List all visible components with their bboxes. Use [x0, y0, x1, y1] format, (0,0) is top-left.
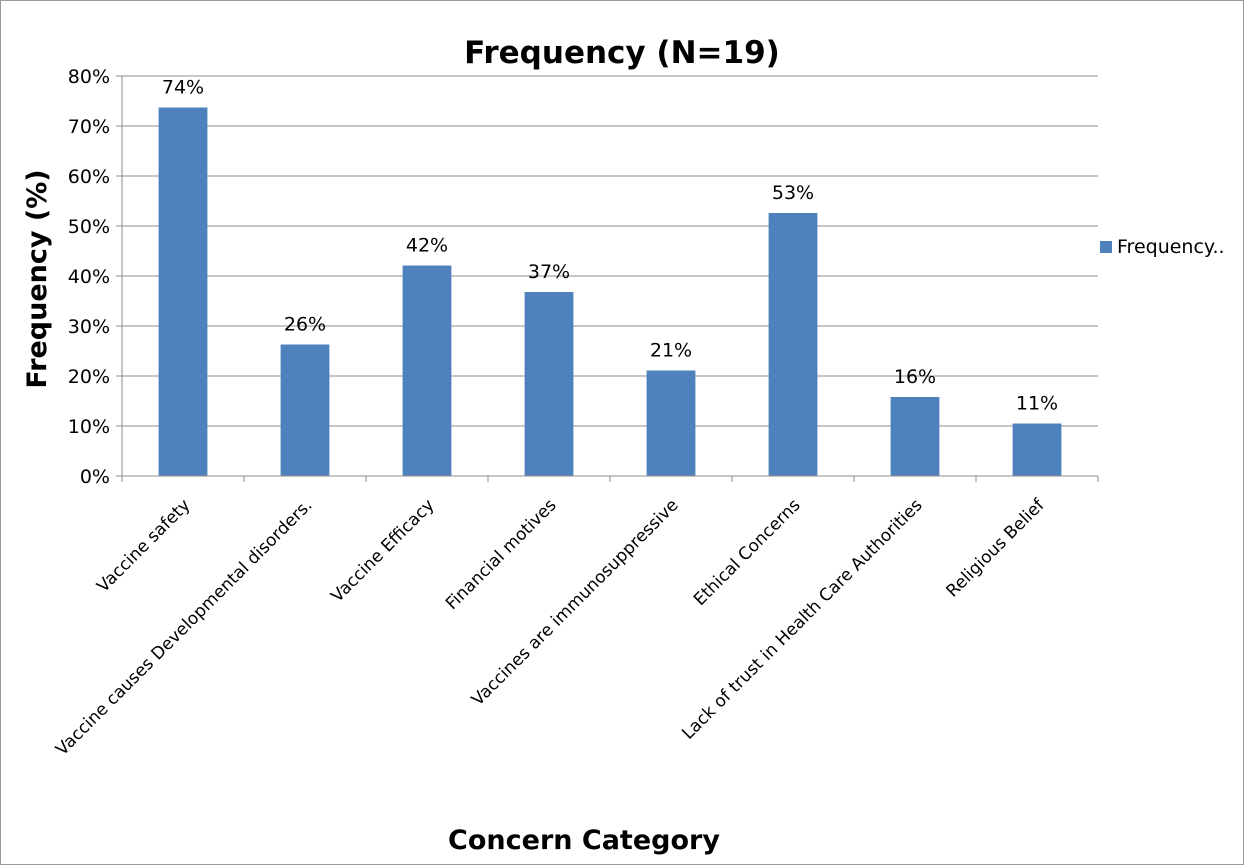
legend-label: Frequency.. — [1117, 236, 1225, 258]
category-label: Vaccine Efficacy — [327, 495, 438, 606]
data-label: 16% — [894, 366, 936, 388]
bar — [280, 344, 330, 476]
category-label: Vaccine safety — [93, 495, 194, 596]
bar — [524, 292, 574, 476]
bar — [646, 370, 696, 476]
legend-swatch — [1100, 241, 1112, 253]
y-tick-label: 40% — [68, 266, 110, 288]
y-axis-title: Frequency (%) — [22, 169, 53, 388]
y-tick-label: 0% — [80, 466, 110, 488]
bar — [158, 107, 208, 476]
category-label: Vaccine causes Developmental disorders. — [52, 495, 316, 759]
category-label: Vaccines are immunosuppressive — [468, 495, 683, 710]
data-labels: 74% 26% 42% 37% 21% 53% 16% 11% — [162, 77, 1058, 415]
data-label: 11% — [1016, 393, 1058, 415]
category-label: Financial motives — [442, 495, 561, 614]
bar — [890, 397, 940, 476]
data-label: 74% — [162, 77, 204, 99]
data-label: 26% — [284, 314, 326, 336]
data-label: 53% — [772, 182, 814, 204]
y-tick-label: 70% — [68, 116, 110, 138]
x-axis-title: Concern Category — [448, 825, 720, 856]
bars — [158, 107, 1062, 476]
category-label: Lack of trust in Health Care Authorities — [678, 495, 926, 743]
bar — [1012, 423, 1062, 476]
y-axis-ticks: 0% 10% 20% 30% 40% 50% 60% 70% 80% — [68, 66, 1099, 488]
data-label: 21% — [650, 340, 692, 362]
bar — [768, 213, 818, 476]
y-tick-label: 60% — [68, 166, 110, 188]
gridlines — [122, 75, 1098, 427]
y-tick-label: 10% — [68, 416, 110, 438]
legend: Frequency.. — [1100, 236, 1225, 258]
y-tick-label: 80% — [68, 66, 110, 88]
data-label: 37% — [528, 261, 570, 283]
category-label: Ethical Concerns — [690, 495, 805, 610]
bar — [402, 265, 452, 476]
data-label: 42% — [406, 235, 448, 257]
y-tick-label: 20% — [68, 366, 110, 388]
y-tick-label: 50% — [68, 216, 110, 238]
category-label: Religious Belief — [943, 495, 1050, 602]
chart-title: Frequency (N=19) — [464, 35, 780, 71]
y-tick-label: 30% — [68, 316, 110, 338]
